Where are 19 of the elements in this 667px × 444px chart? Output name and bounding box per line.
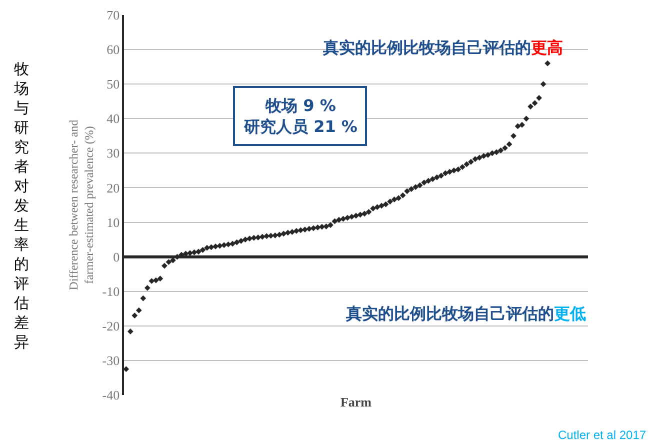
y-tick-label: 70 (106, 8, 120, 23)
y-tick-label: 0 (113, 249, 120, 264)
y-tick-label: 40 (106, 111, 120, 126)
y-tick-label: -30 (102, 353, 120, 368)
text: Cutler et al 2017 (558, 428, 646, 442)
annotation: 牧场 9 % 研究人员 21 % (243, 96, 358, 136)
y-tick-label: 30 (106, 146, 120, 161)
y-tick-label: -40 (102, 388, 120, 403)
y-tick-label: 50 (106, 76, 120, 92)
annotation: 真实的比例比牧场自己评估的更高 (322, 38, 563, 57)
y-axis-title: Difference between researcher- and farmer-estimated prevalence (%) (66, 120, 96, 290)
y-tick-label: 20 (106, 180, 120, 196)
text: 牧场与研究者对发生率的评估差异 (14, 60, 29, 351)
y-tick-label: -10 (102, 284, 120, 299)
annotation: 真实的比例比牧场自己评估的更低 (345, 304, 586, 323)
y-tick-label: -20 (102, 318, 120, 334)
x-axis-title: Farm (340, 394, 372, 410)
y-tick-label: 60 (106, 42, 120, 58)
y-tick-label: 10 (106, 214, 120, 230)
